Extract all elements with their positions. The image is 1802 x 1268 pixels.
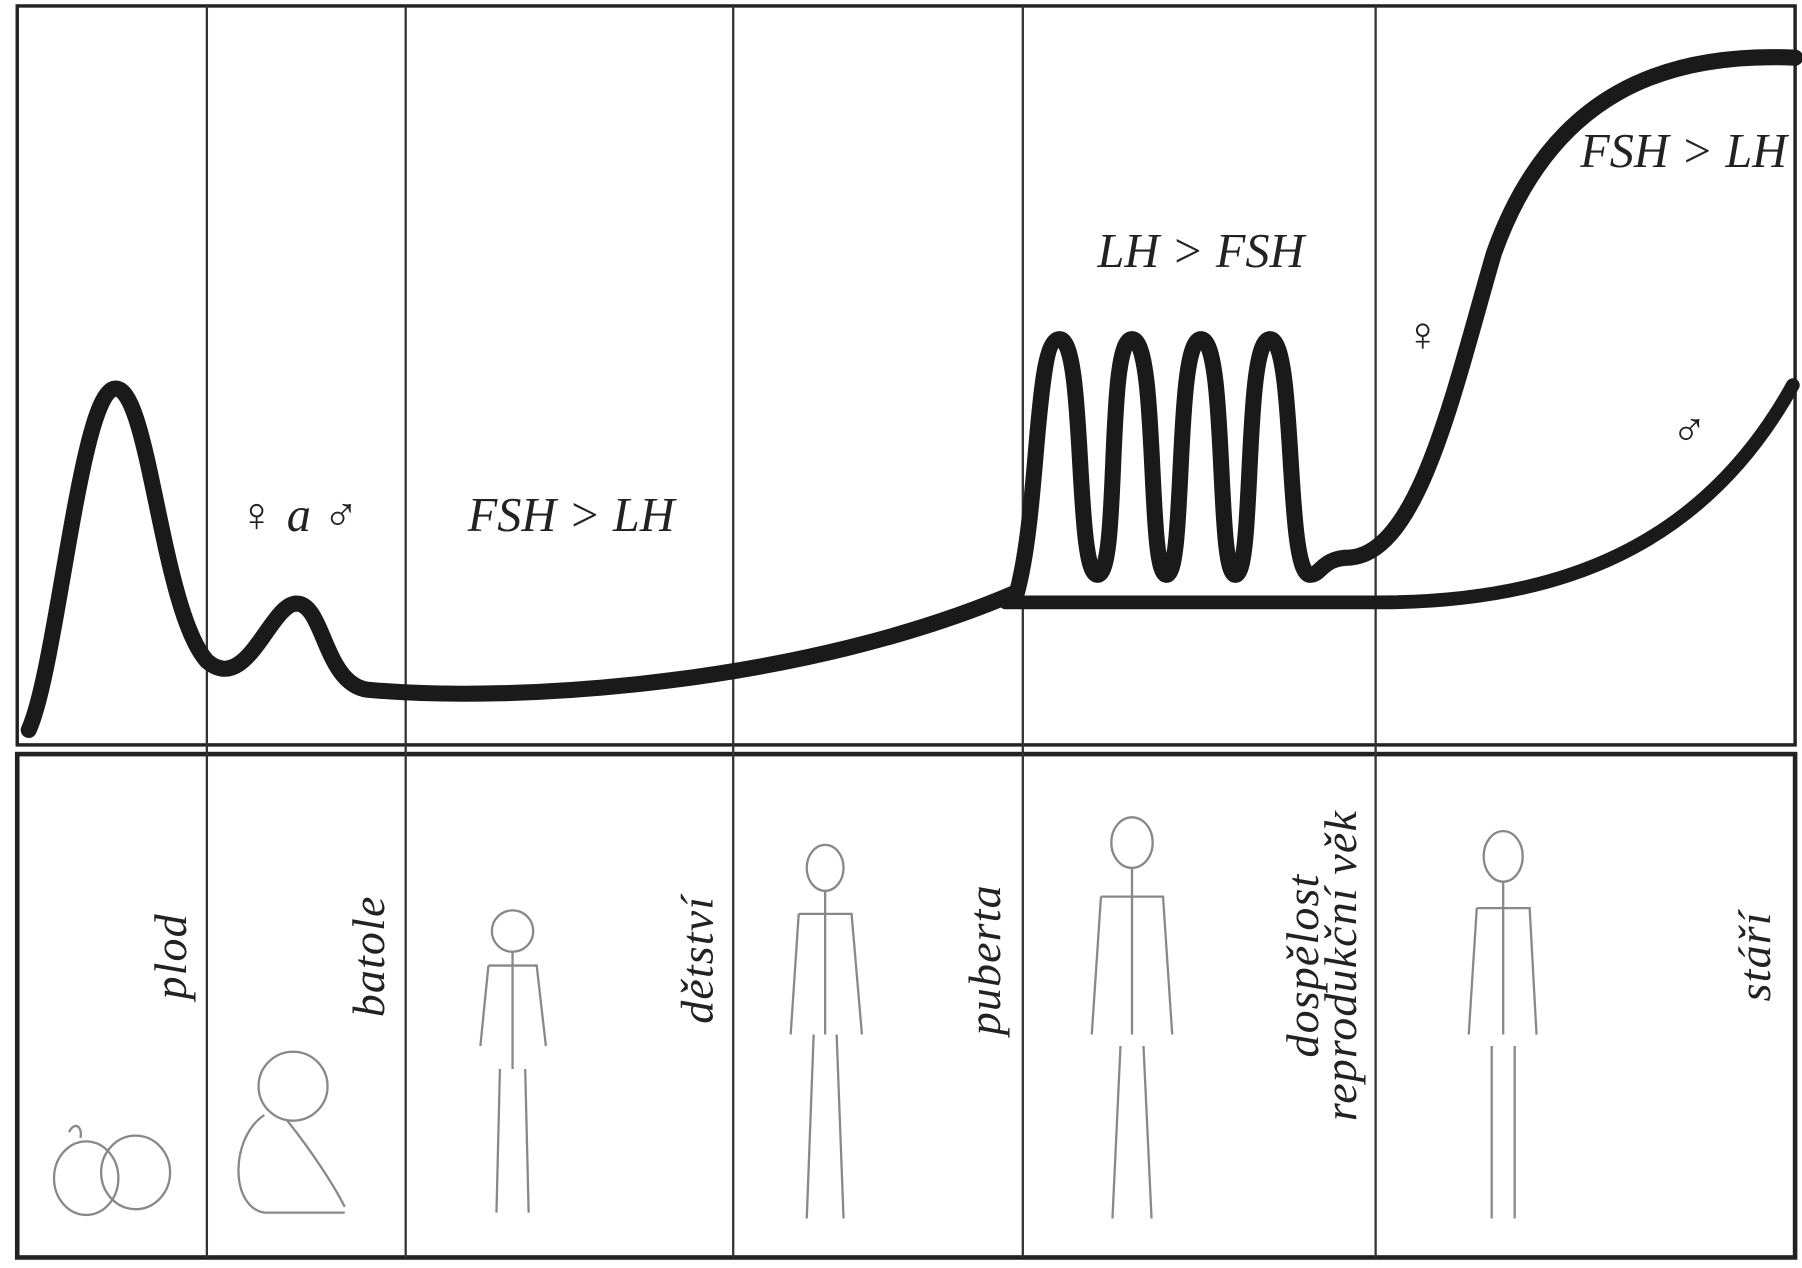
annotation: FSH > LH: [467, 489, 678, 542]
stage-label: batole: [343, 895, 394, 1017]
stage-label: stáří: [1729, 908, 1780, 1001]
diagram: ♀ a ♂ FSH > LH LH > FSH ♀ ♂ FSH > LH plo…: [0, 0, 1802, 1268]
annotation: FSH > LH: [1579, 125, 1790, 178]
annotation: ♂: [1671, 404, 1707, 457]
annotation: ♀ a ♂: [238, 489, 359, 542]
stage-label: plod: [145, 913, 196, 1002]
stage-label: dětství: [672, 893, 723, 1024]
annotation: ♀: [1405, 309, 1441, 362]
stage-sublabel: reprodukční věk: [1315, 810, 1366, 1122]
stage-label: puberta: [959, 884, 1010, 1038]
annotation: LH > FSH: [1097, 225, 1308, 278]
